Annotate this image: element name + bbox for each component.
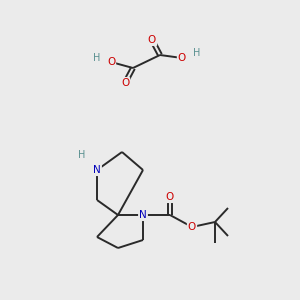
Text: H: H [193, 48, 201, 58]
Text: N: N [93, 165, 101, 175]
Text: H: H [78, 150, 86, 160]
Text: H: H [93, 53, 101, 63]
Text: O: O [178, 53, 186, 63]
Text: O: O [188, 222, 196, 232]
Text: O: O [121, 78, 129, 88]
Text: O: O [166, 192, 174, 202]
Text: N: N [139, 210, 147, 220]
Text: O: O [107, 57, 115, 67]
Text: O: O [148, 35, 156, 45]
